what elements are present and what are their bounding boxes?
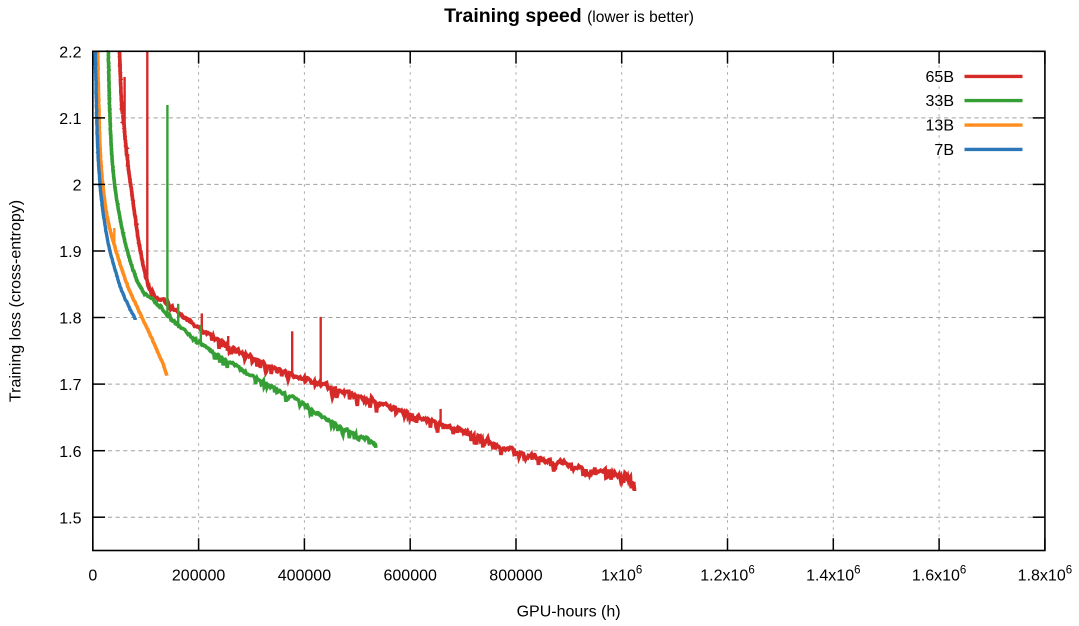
svg-text:1.8x106: 1.8x106 xyxy=(1018,564,1072,584)
svg-text:400000: 400000 xyxy=(278,567,331,584)
svg-text:Training speed (lower is bette: Training speed (lower is better) xyxy=(444,5,694,27)
svg-text:1.2x106: 1.2x106 xyxy=(700,564,754,584)
svg-text:1.6: 1.6 xyxy=(59,443,81,460)
svg-text:2: 2 xyxy=(73,177,82,194)
svg-text:0: 0 xyxy=(88,567,97,584)
svg-text:GPU-hours (h): GPU-hours (h) xyxy=(517,603,621,620)
svg-text:1.8: 1.8 xyxy=(59,310,81,327)
svg-text:600000: 600000 xyxy=(384,567,437,584)
svg-text:Training loss (cross-entropy): Training loss (cross-entropy) xyxy=(8,200,25,402)
svg-text:1x106: 1x106 xyxy=(601,564,642,584)
svg-text:2.1: 2.1 xyxy=(59,111,81,128)
svg-text:800000: 800000 xyxy=(489,567,542,584)
svg-text:33B: 33B xyxy=(926,93,954,110)
svg-text:1.5: 1.5 xyxy=(59,510,81,527)
svg-text:13B: 13B xyxy=(926,117,954,134)
svg-text:1.4x106: 1.4x106 xyxy=(806,564,860,584)
svg-text:1.6x106: 1.6x106 xyxy=(912,564,966,584)
svg-text:1.7: 1.7 xyxy=(59,377,81,394)
svg-text:200000: 200000 xyxy=(172,567,225,584)
svg-text:2.2: 2.2 xyxy=(59,44,81,61)
svg-text:65B: 65B xyxy=(926,69,954,86)
svg-text:7B: 7B xyxy=(934,142,954,159)
svg-text:1.9: 1.9 xyxy=(59,244,81,261)
